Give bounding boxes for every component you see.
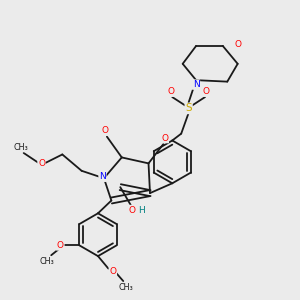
Text: H: H [138,206,145,214]
Text: O: O [109,267,116,276]
Text: O: O [234,40,241,49]
Text: O: O [167,87,174,96]
Text: CH₃: CH₃ [119,283,134,292]
Text: O: O [102,126,109,135]
Text: O: O [57,241,64,250]
Text: CH₃: CH₃ [13,142,28,152]
Text: S: S [185,103,192,113]
Text: O: O [203,87,210,96]
Text: O: O [161,134,168,142]
Text: O: O [38,159,45,168]
Text: CH₃: CH₃ [39,257,54,266]
Text: N: N [193,80,200,89]
Text: O: O [129,206,136,214]
Text: N: N [99,172,106,181]
